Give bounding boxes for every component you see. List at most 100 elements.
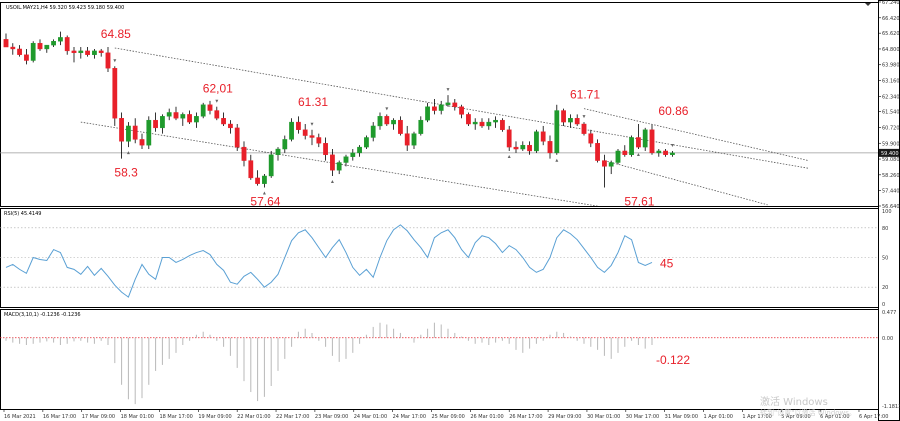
candle-body	[227, 123, 233, 129]
price-tick-label: 59.900	[882, 141, 900, 147]
candle-body	[622, 150, 628, 156]
candle-body	[404, 133, 410, 146]
x-tick-label: 16 Mar 17:00	[43, 414, 76, 420]
fractal-up-arrow	[670, 143, 674, 147]
candle-body	[125, 125, 131, 142]
candle-body	[146, 119, 152, 146]
x-tick-label: 6 Apr 17:00	[859, 414, 888, 420]
x-tick-label: 26 Mar 01:00	[470, 414, 503, 420]
price-tick-label: 63.980	[882, 63, 900, 69]
candle-body	[78, 50, 84, 54]
candle-body	[656, 150, 662, 154]
current-price-label: 59.400	[881, 151, 899, 157]
price-tick-label: 58.260	[882, 173, 900, 179]
candle-body	[262, 175, 267, 184]
candle-body	[105, 52, 111, 69]
candle-body	[568, 118, 573, 123]
rsi-series-line	[5, 224, 653, 298]
rsi-tick-label: 80	[882, 226, 888, 232]
candle-body	[85, 50, 91, 55]
candle-body	[37, 42, 43, 50]
trend-channel-line	[604, 160, 768, 206]
candle-body	[268, 154, 274, 177]
fractal-down-arrow	[126, 151, 130, 155]
candle-body	[425, 106, 430, 121]
x-tick-label: 26 Mar 17:00	[509, 414, 542, 420]
candle-body	[391, 119, 396, 125]
macd-info-text: MACD(3,10,1) -0.1236 -0.1236	[4, 312, 81, 318]
rsi-annotation: 45	[660, 256, 674, 270]
candle-body	[24, 54, 29, 61]
candle-body	[166, 112, 172, 117]
fractal-down-arrow	[507, 154, 511, 158]
x-tick-label: 16 Mar 2021	[4, 414, 36, 420]
price-tick-label: 66.420	[882, 16, 900, 22]
watermark-line1: 激活 Windows	[760, 395, 828, 408]
candle-body	[119, 118, 125, 142]
x-tick-label: 31 Mar 09:00	[665, 414, 698, 420]
x-tick-label: 6 Apr 01:00	[820, 414, 849, 420]
x-tick-label: 1 Apr 17:00	[742, 414, 771, 420]
candle-body	[153, 119, 158, 129]
macd-tick-label: 0.477	[882, 310, 896, 316]
price-info-text: USOIL.MAY21,H4 59.320 59.423 59.180 59.4…	[6, 5, 124, 11]
candle-body	[173, 112, 179, 119]
candle-body	[418, 119, 424, 134]
price-annotation: 61.31	[298, 95, 328, 109]
candle-body	[343, 156, 349, 163]
candle-body	[248, 160, 254, 179]
candle-body	[17, 48, 22, 55]
price-panel-frame	[0, 2, 879, 207]
price-tick-label: 67.240	[882, 0, 900, 6]
macd-annotation: -0.122	[656, 353, 690, 367]
x-tick-label: 22 Mar 01:00	[237, 414, 270, 420]
fractal-down-arrow	[262, 191, 266, 195]
candle-body	[91, 50, 97, 55]
fractal-up-arrow	[215, 99, 219, 103]
candle-body	[51, 41, 57, 46]
price-tick-label: 65.620	[882, 31, 900, 37]
candle-body	[506, 129, 512, 148]
candle-body	[527, 144, 533, 152]
candle-body	[193, 116, 199, 123]
candle-body	[377, 116, 383, 127]
candle-body	[588, 133, 594, 144]
rsi-tick-label: 20	[882, 285, 888, 291]
fractal-up-arrow	[385, 107, 389, 111]
candle-body	[30, 42, 36, 61]
price-tick-label: 61.540	[882, 110, 900, 116]
candle-body	[159, 116, 165, 129]
candle-body	[636, 137, 641, 148]
rsi-info-text: RSI(5) 45.4149	[4, 211, 41, 217]
candle-body	[275, 148, 281, 156]
candle-body	[187, 114, 192, 123]
candle-body	[615, 150, 621, 163]
candle-body	[472, 121, 478, 125]
candle-body	[500, 119, 505, 130]
price-tick-label: 62.340	[882, 94, 900, 100]
candle-body	[554, 110, 560, 154]
price-tick-label: 63.160	[882, 79, 900, 85]
x-tick-label: 19 Mar 09:00	[198, 414, 231, 420]
chart-shift-marker	[865, 3, 871, 6]
candle-body	[364, 137, 369, 148]
price-annotation: 64.85	[101, 27, 131, 41]
candle-body	[398, 119, 403, 134]
candle-body	[350, 152, 356, 157]
price-annotation: 57.61	[624, 194, 654, 208]
current-price-tag	[879, 148, 899, 157]
candle-body	[289, 121, 294, 140]
rsi-tick-label: 0	[882, 302, 885, 308]
candle-body	[608, 162, 614, 167]
candle-body	[466, 114, 471, 125]
price-tick-label: 56.640	[882, 204, 900, 210]
candle-body	[520, 144, 526, 150]
fractal-down-arrow	[636, 153, 640, 157]
macd-panel-frame	[0, 309, 879, 410]
candle-body	[384, 116, 390, 125]
fractal-up-arrow	[582, 115, 586, 119]
candle-body	[330, 154, 335, 171]
candle-body	[214, 110, 220, 119]
macd-tick-label: -1.1813	[882, 404, 900, 410]
